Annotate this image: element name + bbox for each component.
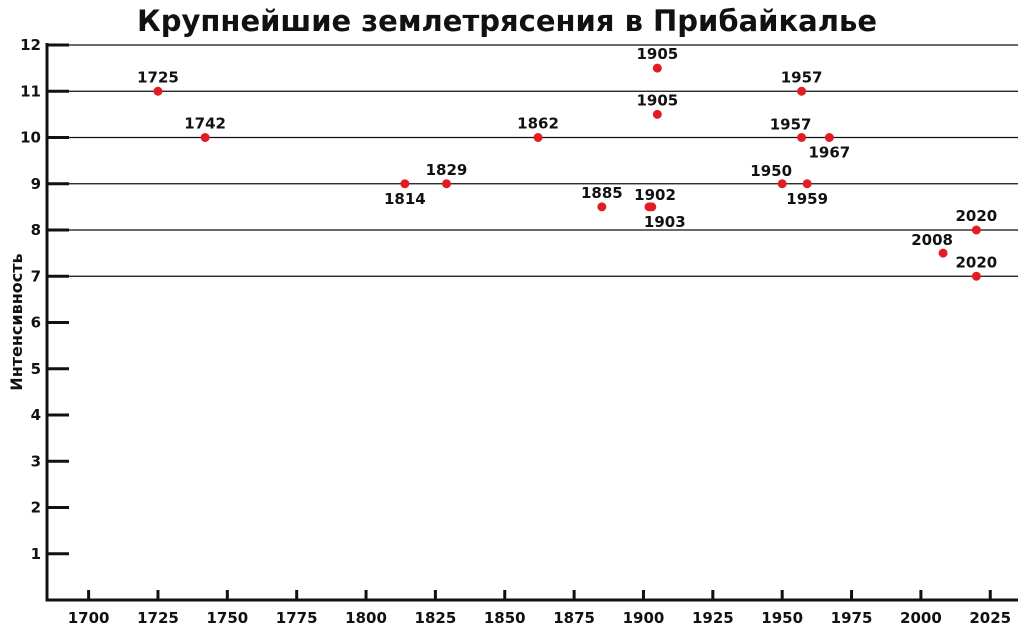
point-label-1959-13: 1959 xyxy=(786,190,828,208)
y-axis-label: Интенсивность xyxy=(7,253,26,390)
point-label-1862-4: 1862 xyxy=(517,115,559,133)
x-tick-label-1800: 1800 xyxy=(345,609,387,627)
y-tick-label-6: 6 xyxy=(31,314,41,332)
data-point-1959-13 xyxy=(802,179,812,189)
data-point-1814-2 xyxy=(400,179,410,189)
x-tick-label-1700: 1700 xyxy=(68,609,110,627)
point-label-2020-17: 2020 xyxy=(956,253,998,271)
point-label-1905-9: 1905 xyxy=(636,91,678,109)
data-point-1905-9 xyxy=(652,109,662,119)
data-point-2020-16 xyxy=(971,225,981,235)
x-tick-label-2000: 2000 xyxy=(900,609,942,627)
point-label-1950-10: 1950 xyxy=(750,162,792,180)
data-point-1829-3 xyxy=(441,179,451,189)
data-point-1725-0 xyxy=(153,86,163,96)
point-label-1742-1: 1742 xyxy=(184,115,226,133)
y-tick-label-1: 1 xyxy=(31,545,41,563)
x-tick-label-1875: 1875 xyxy=(553,609,595,627)
data-point-1957-12 xyxy=(797,133,807,142)
data-point-2008-15 xyxy=(938,248,948,258)
data-point-1742-1 xyxy=(200,133,210,142)
data-point-1862-4 xyxy=(533,133,543,142)
y-tick-label-12: 12 xyxy=(20,36,41,54)
data-point-1950-10 xyxy=(777,179,787,189)
data-point-1967-14 xyxy=(824,133,834,142)
y-tick-label-3: 3 xyxy=(31,452,41,470)
chart-title: Крупнейшие землетрясения в Прибайкалье xyxy=(137,4,877,38)
x-tick-label-1750: 1750 xyxy=(206,609,248,627)
x-tick-label-1775: 1775 xyxy=(276,609,318,627)
x-tick-label-1725: 1725 xyxy=(137,609,179,627)
x-tick-label-1975: 1975 xyxy=(831,609,873,627)
y-tick-label-8: 8 xyxy=(31,221,41,239)
y-tick-label-7: 7 xyxy=(31,267,41,285)
point-label-2020-16: 2020 xyxy=(956,207,998,225)
data-point-1957-11 xyxy=(797,86,807,96)
y-tick-label-9: 9 xyxy=(31,175,41,193)
y-tick-label-2: 2 xyxy=(31,499,41,517)
point-label-1725-0: 1725 xyxy=(137,68,179,86)
x-tick-label-1950: 1950 xyxy=(761,609,803,627)
x-tick-label-1825: 1825 xyxy=(415,609,457,627)
y-tick-label-4: 4 xyxy=(31,406,41,424)
y-tick-label-11: 11 xyxy=(20,82,41,100)
point-label-1829-3: 1829 xyxy=(426,161,468,179)
point-label-1885-5: 1885 xyxy=(581,184,623,202)
x-tick-label-1900: 1900 xyxy=(623,609,665,627)
point-label-1957-12: 1957 xyxy=(770,116,812,134)
point-label-1814-2: 1814 xyxy=(384,190,426,208)
point-label-1902-6: 1902 xyxy=(634,186,676,204)
point-label-1905-8: 1905 xyxy=(636,45,678,63)
gridlines xyxy=(47,44,1018,277)
y-tick-label-5: 5 xyxy=(31,360,41,378)
point-label-1957-11: 1957 xyxy=(781,68,823,86)
x-tick-label-1925: 1925 xyxy=(692,609,734,627)
x-tick-label-1850: 1850 xyxy=(484,609,526,627)
point-label-1967-14: 1967 xyxy=(808,144,850,162)
x-ticks: 1700 1725 1750 1775 1800 1825 1850 1875 1900 1925… xyxy=(68,590,1011,627)
data-point-2020-17 xyxy=(971,271,981,281)
x-tick-label-2025: 2025 xyxy=(969,609,1011,627)
data-point-1903-7 xyxy=(647,202,657,212)
data-points xyxy=(153,63,981,281)
y-tick-label-10: 10 xyxy=(20,129,41,147)
data-point-1885-5 xyxy=(597,202,607,212)
data-point-1905-8 xyxy=(652,63,662,73)
point-label-1903-7: 1903 xyxy=(644,213,686,231)
point-label-2008-15: 2008 xyxy=(911,231,953,249)
